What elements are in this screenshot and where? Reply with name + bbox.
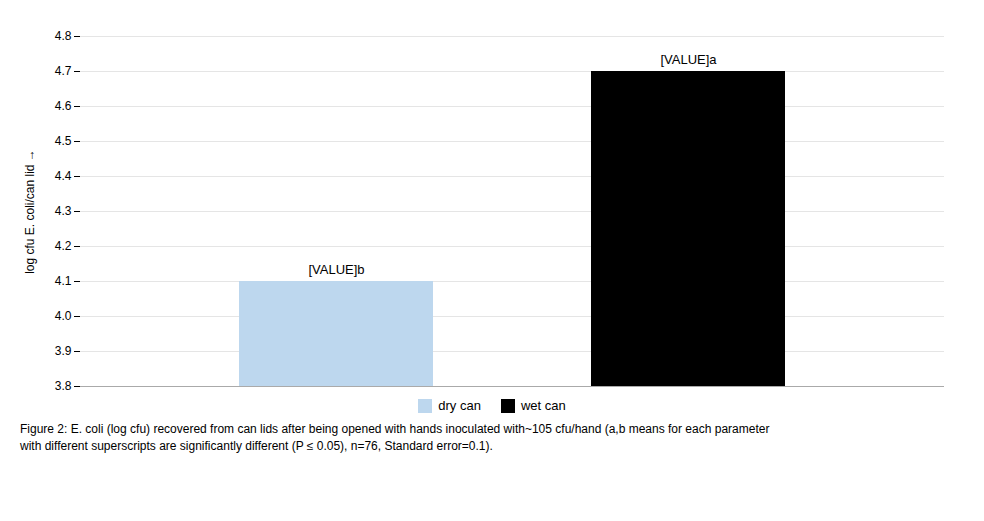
svg-text:4.8: 4.8 <box>55 29 72 43</box>
svg-text:3.9: 3.9 <box>55 344 72 358</box>
svg-text:4.3: 4.3 <box>55 204 72 218</box>
svg-text:4.7: 4.7 <box>55 64 72 78</box>
svg-text:4.2: 4.2 <box>55 239 72 253</box>
svg-text:4.0: 4.0 <box>55 309 72 323</box>
svg-text:4.6: 4.6 <box>55 99 72 113</box>
svg-text:[VALUE]b: [VALUE]b <box>308 262 364 277</box>
svg-text:[VALUE]a: [VALUE]a <box>660 52 717 67</box>
svg-text:3.8: 3.8 <box>55 379 72 393</box>
html-text:Figure 2: E. coli (log cfu) re: Figure 2: E. coli (log cfu) recovered fr… <box>20 422 770 436</box>
svg-text:4.5: 4.5 <box>55 134 72 148</box>
html-text:with different superscripts ar: with different superscripts are signific… <box>20 439 493 454</box>
html-text:dry can: dry can <box>438 398 481 413</box>
svg-text:4.4: 4.4 <box>55 169 72 183</box>
svg-text:log cfu E. coli/can lid →: log cfu E. coli/can lid → <box>23 149 37 274</box>
html-text:wet can: wet can <box>520 398 566 413</box>
svg-text:4.1: 4.1 <box>55 274 72 288</box>
